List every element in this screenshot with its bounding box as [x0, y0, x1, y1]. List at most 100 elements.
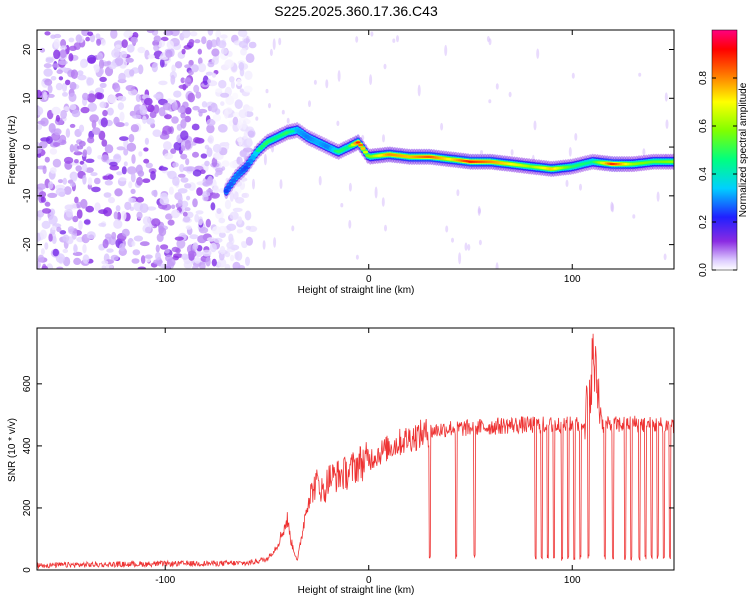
noise-blob — [49, 148, 58, 155]
noise-blob — [40, 196, 46, 203]
noise-blob — [143, 97, 153, 106]
noise-blob — [99, 82, 107, 88]
noise-blob — [170, 148, 177, 155]
noise-blob — [192, 198, 198, 208]
ridge-segment — [358, 143, 364, 147]
faint-spot — [571, 72, 575, 79]
faint-spot — [574, 133, 578, 141]
noise-blob — [197, 216, 204, 226]
colorbar-gradient — [711, 29, 738, 271]
noise-blob — [57, 60, 68, 66]
noise-blob — [38, 191, 47, 198]
noise-blob — [100, 38, 106, 46]
noise-blob — [69, 104, 77, 111]
noise-blob — [177, 106, 185, 114]
noise-blob — [224, 109, 229, 119]
faint-spot — [508, 91, 512, 98]
noise-blob — [182, 216, 191, 223]
noise-blob — [201, 36, 207, 45]
noise-blob — [131, 154, 136, 164]
noise-blob — [55, 253, 66, 264]
noise-blob — [104, 180, 113, 186]
noise-blob — [118, 72, 126, 83]
noise-blob — [124, 122, 129, 127]
noise-blob — [130, 188, 136, 194]
noise-blob — [211, 258, 217, 267]
faint-spot — [348, 219, 352, 229]
noise-blob — [179, 164, 185, 173]
noise-blob — [94, 202, 101, 212]
faint-spot — [268, 103, 271, 109]
noise-blob — [85, 205, 94, 213]
noise-blob — [128, 133, 135, 143]
noise-blob — [215, 167, 224, 173]
noise-blob — [144, 226, 152, 234]
noise-blob — [63, 106, 70, 112]
noise-blob — [218, 225, 227, 234]
noise-blob — [224, 199, 232, 210]
noise-blob — [73, 243, 78, 254]
noise-blob — [142, 216, 151, 226]
noise-blob — [193, 84, 200, 93]
faint-spot — [279, 179, 283, 190]
noise-blob — [167, 219, 175, 226]
noise-blob — [216, 208, 222, 214]
noise-blob — [101, 139, 108, 147]
noise-blob — [83, 219, 91, 225]
noise-blob — [185, 158, 190, 166]
noise-blob — [113, 219, 123, 229]
noise-blob — [113, 211, 119, 220]
noise-blob — [146, 118, 155, 125]
noise-blob — [139, 203, 149, 214]
noise-blob — [158, 107, 166, 117]
faint-spot — [384, 224, 387, 232]
noise-blob — [116, 95, 127, 101]
noise-blob — [43, 63, 52, 69]
ridge-segment — [226, 185, 232, 190]
ridge-segment — [255, 149, 261, 152]
noise-blob — [81, 163, 88, 173]
bottom-x-tick-label: 100 — [564, 575, 581, 586]
top-y-tick-label: 10 — [22, 92, 33, 104]
faint-spot — [456, 189, 460, 197]
noise-blob — [153, 44, 160, 52]
noise-blob — [206, 118, 216, 127]
noise-blob — [47, 192, 58, 198]
noise-blob — [119, 50, 128, 59]
noise-blob — [49, 167, 57, 174]
noise-blob — [159, 196, 170, 206]
noise-blob — [127, 166, 137, 175]
noise-blob — [178, 84, 189, 90]
noise-blob — [136, 176, 143, 186]
noise-blob — [143, 158, 150, 164]
noise-blob — [206, 147, 213, 158]
noise-blob — [37, 254, 45, 263]
noise-blob — [188, 70, 194, 76]
noise-blob — [194, 257, 201, 264]
faint-spot — [444, 44, 448, 57]
noise-blob — [240, 48, 247, 56]
noise-blob — [90, 172, 98, 177]
noise-blob — [103, 192, 112, 198]
noise-blob — [180, 177, 189, 183]
noise-blob — [205, 71, 214, 76]
faint-spot — [374, 186, 378, 199]
noise-blob — [153, 93, 162, 99]
noise-blob — [86, 93, 96, 103]
noise-blob — [94, 177, 101, 185]
noise-blob — [130, 124, 139, 133]
noise-blob — [192, 105, 200, 111]
faint-spot — [445, 225, 449, 233]
noise-blob — [87, 136, 95, 144]
noise-blob — [164, 153, 174, 160]
noise-blob — [164, 248, 170, 254]
faint-spot — [480, 150, 483, 155]
noise-blob — [129, 69, 135, 77]
noise-blob — [247, 106, 254, 112]
noise-blob — [124, 201, 132, 211]
noise-blob — [82, 149, 88, 157]
faint-spot — [263, 153, 267, 166]
faint-spot — [337, 70, 341, 82]
noise-blob — [62, 177, 68, 185]
noise-blob — [147, 54, 155, 59]
